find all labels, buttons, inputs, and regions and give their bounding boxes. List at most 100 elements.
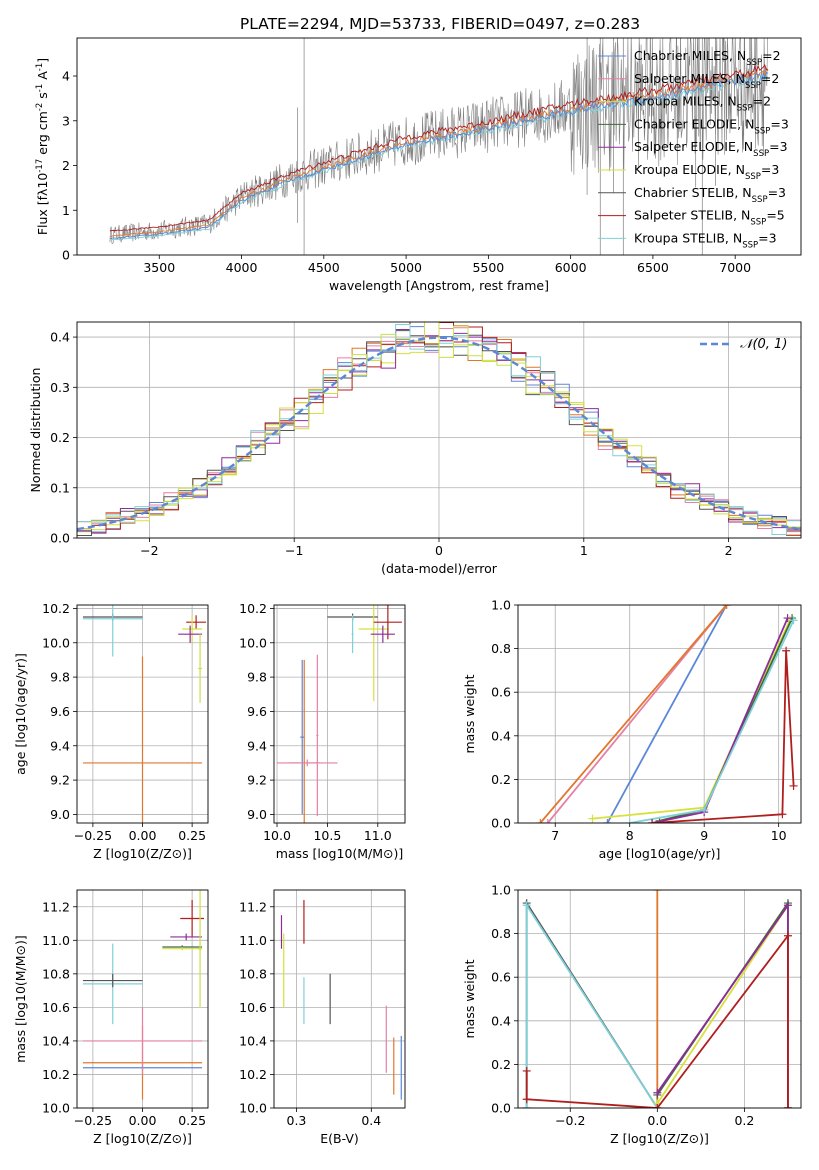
x-tick-label: 0.25 (178, 828, 206, 843)
y-tick-label: 10.2 (239, 1067, 267, 1082)
x-tick-label: 0.00 (129, 1113, 157, 1128)
x-tick-label: 11.0 (364, 828, 392, 843)
x-tick-label: 8 (626, 828, 634, 843)
x-tick-label: 5000 (390, 260, 422, 275)
y-tick-label: 10.2 (42, 1067, 70, 1082)
y-tick-label: 2 (62, 158, 70, 173)
x-tick-label: 0.3 (287, 1113, 307, 1128)
weight-series-line (525, 933, 789, 1108)
y-tick-label: 9.2 (50, 773, 70, 788)
legend-entry: Kroupa MILES, NSSP=2 (634, 94, 771, 114)
axes-frame (76, 321, 802, 539)
axes-frame (76, 37, 802, 256)
y-tick-label: 3 (62, 113, 70, 128)
histogram-step-line (77, 322, 801, 530)
legend-entry: 𝒩(0, 1) (740, 337, 787, 352)
weight-marker (522, 1104, 531, 1108)
weight-marker (778, 810, 787, 819)
weight-series-line (606, 605, 728, 823)
y-axis-label: mass [log10(M/M⊙)] (13, 935, 28, 1063)
y-tick-label: 0.0 (491, 1101, 511, 1116)
x-tick-label: 7000 (719, 260, 751, 275)
model-spectrum-line (109, 64, 769, 232)
weight-series-line (539, 605, 728, 823)
weight-series-line (652, 650, 795, 823)
legend-entry: Kroupa STELIB, NSSP=3 (634, 230, 777, 250)
x-tick-label: −1 (285, 543, 303, 558)
y-tick-label: 10.4 (239, 1033, 267, 1048)
y-tick-label: 0 (62, 248, 70, 263)
x-tick-label: 7 (551, 828, 559, 843)
axes-frame (273, 604, 406, 824)
weight-marker (625, 819, 634, 823)
weight-marker (522, 901, 531, 910)
y-tick-label: 10.4 (42, 1033, 70, 1048)
spectrum-panel: 3500 4000 4500 5000 5500 6000 6500 7000 0 1 2 3 4 wav… (35, 37, 802, 293)
y-tick-label: 0.4 (491, 728, 511, 743)
weight-marker (700, 805, 709, 814)
y-tick-label: 0.2 (50, 430, 70, 445)
figure-title: PLATE=2294, MJD=53733, FIBERID=0497, z=0… (240, 15, 640, 33)
weight-marker (783, 614, 792, 623)
normal-distribution-curve (77, 336, 801, 531)
y-tick-label: 9.0 (247, 807, 267, 822)
y-tick-label: 9.8 (247, 670, 267, 685)
x-tick-label: 0.0 (647, 1113, 667, 1128)
x-axis-label: Z [log10(Z/Z⊙)] (610, 1131, 709, 1146)
y-tick-label: 9.4 (247, 738, 267, 753)
y-tick-label: 9.6 (50, 704, 70, 719)
y-tick-label: 10.0 (42, 1101, 70, 1116)
x-tick-label: 2 (725, 543, 733, 558)
x-axis-label: E(B-V) (320, 1131, 359, 1146)
x-tick-label: 5500 (472, 260, 504, 275)
x-tick-label: −2 (140, 543, 158, 558)
weight-marker (653, 1088, 662, 1097)
y-tick-label: 0.0 (50, 531, 70, 546)
x-tick-label: 1 (580, 543, 588, 558)
y-tick-label: 0.6 (491, 970, 511, 985)
y-axis-label: age [log10(age/yr)] (13, 653, 28, 775)
weight-marker (536, 819, 545, 823)
observed-spectrum-line (109, 38, 768, 244)
y-tick-label: 9.6 (247, 704, 267, 719)
y-tick-label: 0.4 (50, 330, 70, 345)
weight-marker (789, 616, 798, 625)
y-tick-label: 10.6 (42, 1000, 70, 1015)
y-tick-label: 1.0 (491, 883, 511, 898)
x-tick-label: 10 (771, 828, 787, 843)
y-tick-label: 0.1 (50, 480, 70, 495)
weight-marker (522, 1066, 531, 1075)
model-spectrum-line (109, 72, 769, 241)
axes-frame (517, 604, 802, 824)
legend-entry: Chabrier STELIB, NSSP=3 (634, 185, 786, 205)
model-spectrum-line (109, 67, 769, 238)
ebv-mass-panel: 0.3 0.4 10.0 10.2 10.4 10.6 10.8 11.0 11.2 E(B-V) (239, 889, 406, 1146)
legend-entry: Chabrier MILES, NSSP=2 (634, 48, 781, 68)
y-tick-label: 11.2 (239, 899, 267, 914)
x-tick-label: −0.2 (555, 1113, 585, 1128)
y-tick-label: 10.2 (42, 601, 70, 616)
x-tick-label: 4500 (308, 260, 340, 275)
axes-frame (273, 889, 406, 1109)
z-weight-panel: −0.2 0.0 0.2 0.0 0.2 0.4 0.6 0.8 1.0 Z [log10(Z/Z… (462, 883, 802, 1146)
x-axis-label: Z [log10(Z/Z⊙)] (93, 846, 192, 861)
weight-marker (603, 819, 612, 823)
x-tick-label: −0.25 (74, 1113, 112, 1128)
weight-marker (588, 814, 597, 823)
y-tick-label: 0.6 (491, 685, 511, 700)
weight-series-line (525, 902, 659, 1108)
x-axis-label: Z [log10(Z/Z⊙)] (93, 1131, 192, 1146)
legend-entry: Salpeter MILES, NSSP=2 (634, 71, 779, 91)
x-tick-label: 0.00 (129, 828, 157, 843)
y-tick-label: 10.8 (42, 966, 70, 981)
y-tick-label: 0.8 (491, 641, 511, 656)
y-tick-label: 1.0 (491, 598, 511, 613)
weight-marker (789, 781, 798, 790)
y-tick-label: 10.2 (239, 601, 267, 616)
x-tick-label: 0.4 (361, 1113, 381, 1128)
weight-series-line (547, 605, 728, 823)
axes-frame (76, 889, 209, 1109)
z-age-panel: −0.25 0.00 0.25 9.0 9.2 9.4 9.6 9.8 10.0 10.2 Z [l… (13, 601, 209, 861)
x-axis-label: wavelength [Angstrom, rest frame] (329, 278, 549, 293)
residuals-panel: −2 −1 0 1 2 0.0 0.1 0.2 0.3 0.4 (data-model)/error… (28, 321, 802, 576)
